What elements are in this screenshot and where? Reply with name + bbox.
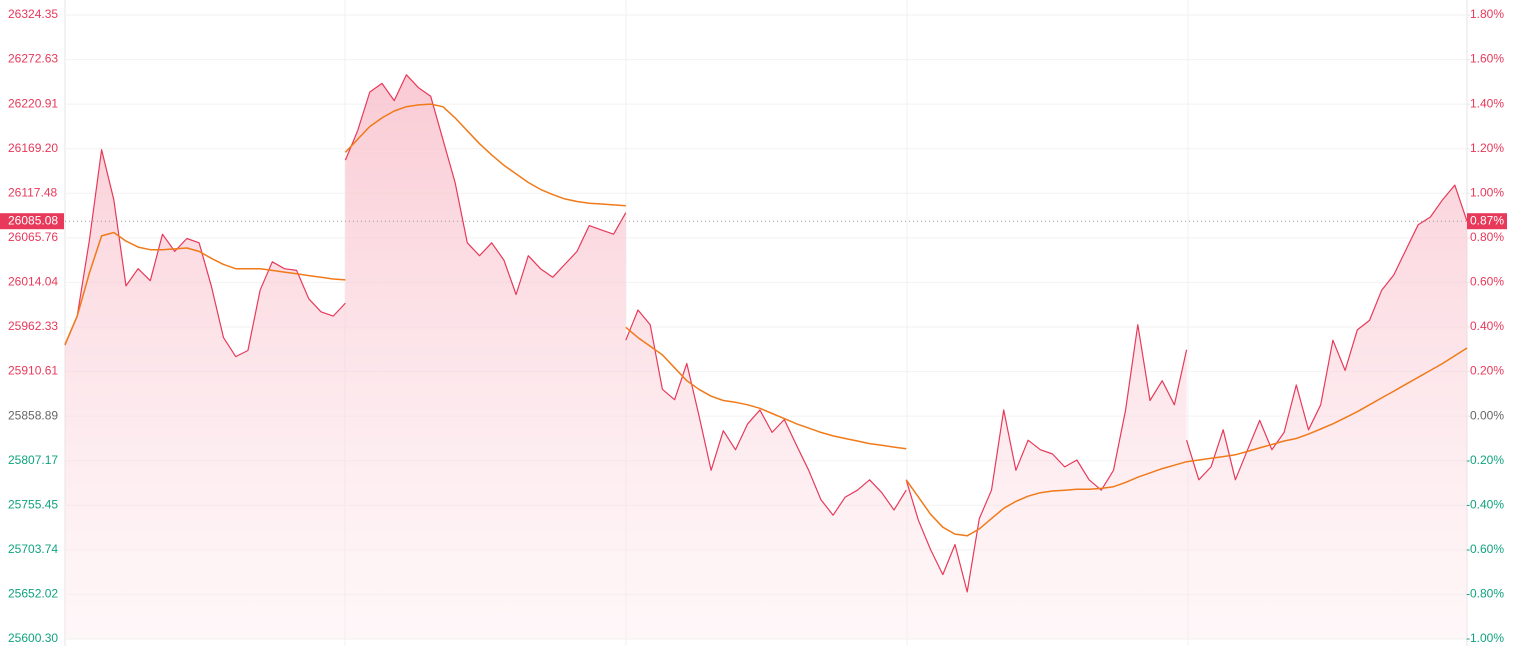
y-tick-label: 26169.20	[8, 141, 58, 155]
y2-tick-label: 1.80%	[1470, 7, 1504, 21]
y2-tick-label: 0.00%	[1470, 408, 1504, 422]
price-line	[64, 74, 1468, 593]
y-tick-label: 25807.17	[8, 453, 58, 467]
y2-tick-label: 0.20%	[1470, 364, 1504, 378]
price-area	[65, 74, 1467, 640]
last-pct-tag	[1467, 213, 1507, 230]
y-tick-label: 26117.48	[8, 185, 57, 199]
last-price-tag	[0, 213, 64, 230]
average-line	[64, 103, 1468, 537]
y2-tick-label: -0.80%	[1466, 587, 1504, 601]
y-tick-label: 25652.02	[8, 587, 58, 601]
last-price-label: 26085.08	[8, 213, 58, 227]
y2-tick-label: 1.60%	[1470, 52, 1504, 66]
y2-tick-label: 0.40%	[1470, 319, 1504, 333]
y-tick-label: 25858.89	[8, 408, 58, 422]
y-tick-label: 26065.76	[8, 230, 58, 244]
y-tick-label: 26324.35	[8, 7, 58, 21]
last-pct-label: 0.87%	[1470, 213, 1504, 227]
y-tick-label: 26272.63	[8, 52, 58, 66]
y2-tick-label: -0.20%	[1466, 453, 1504, 467]
y-tick-label: 26220.91	[8, 96, 58, 110]
y-tick-label: 26014.04	[8, 275, 58, 289]
y-tick-label: 25910.61	[8, 364, 58, 378]
y2-tick-label: 0.60%	[1470, 275, 1504, 289]
y-tick-label: 25600.30	[8, 631, 58, 645]
y2-tick-label: 0.80%	[1470, 230, 1504, 244]
y2-tick-label: 1.20%	[1470, 141, 1504, 155]
y2-tick-label: -0.60%	[1466, 542, 1504, 556]
y-tick-label: 25703.74	[8, 542, 58, 556]
y-tick-label: 25962.33	[8, 319, 58, 333]
y2-tick-label: -0.40%	[1466, 497, 1504, 511]
y2-tick-label: -1.00%	[1466, 631, 1504, 645]
y2-tick-label: 1.00%	[1470, 185, 1504, 199]
y2-tick-label: 1.40%	[1470, 96, 1504, 110]
y-tick-label: 25755.45	[8, 497, 58, 511]
